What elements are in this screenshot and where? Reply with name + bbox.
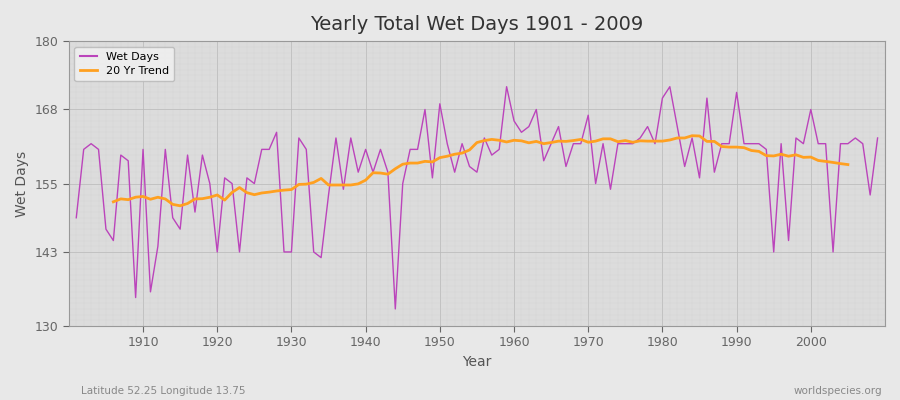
X-axis label: Year: Year bbox=[463, 355, 491, 369]
Y-axis label: Wet Days: Wet Days bbox=[15, 150, 29, 217]
Text: Latitude 52.25 Longitude 13.75: Latitude 52.25 Longitude 13.75 bbox=[81, 386, 246, 396]
Text: worldspecies.org: worldspecies.org bbox=[794, 386, 882, 396]
Title: Yearly Total Wet Days 1901 - 2009: Yearly Total Wet Days 1901 - 2009 bbox=[310, 15, 644, 34]
Legend: Wet Days, 20 Yr Trend: Wet Days, 20 Yr Trend bbox=[75, 47, 175, 81]
